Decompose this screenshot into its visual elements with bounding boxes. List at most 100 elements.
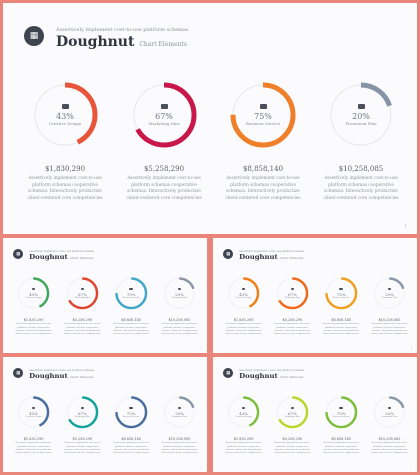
- description: Assertively implement cost-to-use platfo…: [371, 442, 408, 454]
- header-subtitle: Assertively implement cost-to-use platfo…: [56, 27, 189, 33]
- briefcase-icon: [31, 406, 36, 410]
- description: Assertively implement cost-to-use platfo…: [126, 176, 202, 201]
- item-column-2: $5,258,290 Assertively implement cost-to-…: [272, 318, 312, 336]
- doughnut-center: 20% Promotion Plan: [162, 395, 197, 430]
- slide-2[interactable]: ▦ Assertively implement cost-to-use platf…: [3, 238, 207, 353]
- doughnut-2: 67% Marketing Idea: [65, 276, 100, 311]
- item-column-3: $8,858,140 Assertively implement cost-to-…: [111, 437, 151, 455]
- description: Assertively implement cost-to-use platfo…: [63, 323, 101, 335]
- page-title: Doughnut Chart Elements: [239, 372, 303, 380]
- slide-3[interactable]: ▦ Assertively implement cost-to-use platf…: [213, 238, 417, 353]
- doughnut-svg: [325, 277, 358, 310]
- doughnut-center: 67% Marketing Idea: [65, 276, 100, 311]
- item-label: Business Service: [332, 415, 350, 418]
- item-column-2: $5,258,290 Assertively implement cost-to-…: [62, 318, 102, 336]
- title-text: Doughnut: [29, 253, 68, 262]
- amount: $8,858,140: [242, 165, 284, 173]
- slide-5[interactable]: ▦ Assertively implement cost-to-use platf…: [213, 357, 417, 472]
- page-title: Doughnut Chart Elements: [29, 372, 93, 380]
- doughnut-2: 67% Marketing Idea: [129, 80, 199, 150]
- doughnut-center: 67% Marketing Idea: [275, 395, 310, 430]
- item-label: Promotion Plan: [381, 296, 398, 299]
- amount: $8,858,140: [331, 436, 351, 441]
- doughnut-arc: [328, 82, 394, 148]
- amount: $10,258,085: [338, 165, 384, 173]
- header-subtitle: Assertively implement cost-to-use platfo…: [29, 249, 95, 253]
- grid-icon: ▦: [24, 26, 44, 46]
- briefcase-icon: [357, 104, 365, 109]
- briefcase-icon: [259, 104, 267, 109]
- item-column-3: $8,858,140 Assertively implement cost-to-…: [111, 318, 151, 336]
- doughnut-arc: [163, 277, 196, 310]
- grid-icon: ▦: [13, 249, 24, 260]
- briefcase-icon: [80, 287, 85, 291]
- briefcase-icon: [387, 406, 392, 410]
- item-label: Creative Design: [48, 121, 82, 126]
- amount: $5,258,290: [282, 317, 303, 322]
- doughnut-svg: [373, 277, 406, 310]
- doughnut-1: 43% Creative Design: [30, 80, 100, 150]
- item-column-1: $1,830,290 Assertively implement cost-to-…: [223, 318, 263, 336]
- percent-label: 20%: [175, 410, 184, 416]
- grid-icon: ▦: [223, 249, 234, 260]
- doughnut-center: 43% Creative Design: [30, 80, 100, 150]
- doughnut-svg: [32, 82, 98, 148]
- percent-label: 67%: [155, 112, 173, 121]
- item-column-4: $10,258,085 Assertively implement cost-to…: [369, 318, 409, 336]
- doughnut-svg: [276, 396, 309, 429]
- doughnut-center: 20% Promotion Plan: [162, 276, 197, 311]
- briefcase-icon: [290, 406, 295, 410]
- amount: $1,830,290: [23, 317, 44, 322]
- percent-label: 75%: [336, 291, 346, 297]
- page-number: 5: [410, 467, 413, 470]
- doughnut-center: 67% Marketing Idea: [275, 276, 310, 311]
- page-title: Doughnut Chart Elements: [56, 34, 187, 50]
- doughnut-svg: [17, 277, 50, 310]
- item-label: Marketing Idea: [284, 296, 301, 299]
- doughnut-svg: [227, 396, 260, 429]
- doughnut-arc: [325, 396, 358, 429]
- doughnut-center: 75% Business Service: [114, 276, 149, 311]
- doughnut-arc: [325, 277, 358, 310]
- item-label: Business Service: [332, 296, 350, 299]
- doughnut-svg: [163, 277, 196, 310]
- description: Assertively implement cost-to-use platfo…: [112, 442, 150, 454]
- percent-label: 75%: [126, 291, 136, 297]
- amount: $5,258,290: [72, 317, 93, 322]
- item-label: Promotion Plan: [345, 121, 377, 126]
- doughnut-2: 67% Marketing Idea: [65, 395, 100, 430]
- briefcase-icon: [339, 287, 343, 291]
- percent-label: 43%: [56, 112, 74, 121]
- description: Assertively implement cost-to-use platfo…: [63, 442, 101, 454]
- percent-label: 20%: [352, 112, 370, 121]
- item-column-1: $1,830,290 Assertively implement cost-to-…: [13, 318, 53, 336]
- title-text: Doughnut: [239, 372, 278, 381]
- briefcase-icon: [80, 406, 85, 410]
- percent-label: 67%: [77, 291, 87, 297]
- page-number: 3: [410, 348, 413, 351]
- amount: $5,258,290: [282, 436, 303, 441]
- item-label: Creative Design: [235, 415, 252, 418]
- doughnut-1: 43% Creative Design: [16, 276, 51, 311]
- item-label: Marketing Idea: [74, 415, 91, 418]
- title-suffix: Chart Elements: [70, 256, 94, 261]
- doughnut-1: 43% Creative Design: [16, 395, 51, 430]
- slide-1[interactable]: ▦ Assertively implement cost-to-use platf…: [3, 3, 417, 234]
- description: Assertively implement cost-to-use platfo…: [225, 323, 263, 335]
- percent-label: 75%: [126, 410, 136, 416]
- slide-4[interactable]: ▦ Assertively implement cost-to-use platf…: [3, 357, 207, 472]
- doughnut-3: 75% Business Service: [324, 276, 359, 311]
- briefcase-icon: [31, 287, 36, 291]
- item-label: Business Service: [122, 296, 140, 299]
- doughnut-arc: [276, 277, 309, 310]
- page-title: Doughnut Chart Elements: [29, 253, 93, 261]
- doughnut-3: 75% Business Service: [114, 395, 149, 430]
- header-subtitle: Assertively implement cost-to-use platfo…: [239, 368, 305, 372]
- page-number: 2: [200, 348, 203, 351]
- title-text: Doughnut: [29, 372, 68, 381]
- amount: $10,258,085: [378, 317, 401, 322]
- doughnut-center: 67% Marketing Idea: [129, 80, 199, 150]
- briefcase-icon: [241, 406, 246, 410]
- doughnut-arc: [163, 396, 196, 429]
- page-number: 1: [404, 223, 407, 228]
